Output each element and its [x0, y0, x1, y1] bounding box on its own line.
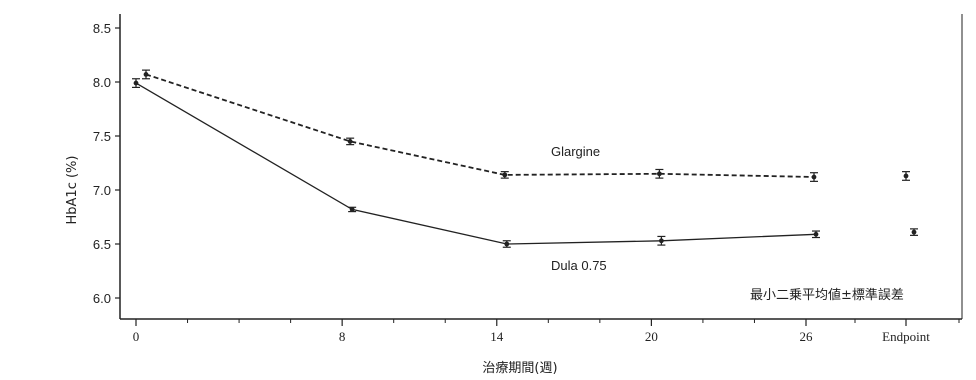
x-tick-label-4: 26 [800, 329, 814, 344]
data-point-0-2 [502, 172, 508, 178]
data-point-0-3 [656, 171, 662, 177]
data-point-1-0 [133, 80, 139, 86]
x-axis-ticks: 0 8 14 20 26 Endpoint [133, 319, 960, 344]
y-axis-ticks: 6.0 6.5 7.0 7.5 8.0 8.5 [93, 21, 120, 306]
data-point-1-2 [504, 241, 510, 247]
data-point-1-4 [813, 231, 819, 237]
data-point-1-3 [658, 238, 664, 244]
y-tick-label-3: 7.5 [93, 129, 111, 144]
axes [119, 14, 963, 320]
x-tick-label-5: Endpoint [882, 329, 930, 344]
data-point-1-5 [911, 229, 917, 235]
note-ls-mean-se: 最小二乗平均値±標準誤差 [750, 287, 904, 303]
series-label-dula: Dula 0.75 [551, 258, 607, 273]
data-point-0-1 [347, 139, 353, 144]
series-layer [132, 69, 918, 248]
y-tick-label-5: 8.5 [93, 21, 111, 36]
data-point-1-1 [349, 207, 355, 212]
y-tick-label-2: 7.0 [93, 183, 111, 198]
y-axis-title: HbA1c (%) [65, 156, 80, 225]
x-tick-label-3: 20 [645, 329, 658, 344]
x-tick-label-0: 0 [133, 329, 140, 344]
data-point-0-4 [811, 174, 817, 180]
data-point-0-5 [903, 173, 909, 179]
series-label-glargine: Glargine [551, 144, 600, 159]
series-glargine [142, 69, 910, 182]
series-line-0 [145, 73, 815, 178]
data-point-0-0 [143, 72, 149, 77]
y-tick-label-0: 6.0 [93, 291, 111, 306]
series-line-1 [135, 82, 817, 245]
y-tick-label-1: 6.5 [93, 237, 111, 252]
y-tick-label-4: 8.0 [93, 75, 111, 90]
series-dula [132, 78, 918, 248]
x-tick-label-1: 8 [339, 329, 346, 344]
x-axis-title: 治療期間(週) [482, 361, 557, 376]
x-tick-label-2: 14 [490, 329, 504, 344]
